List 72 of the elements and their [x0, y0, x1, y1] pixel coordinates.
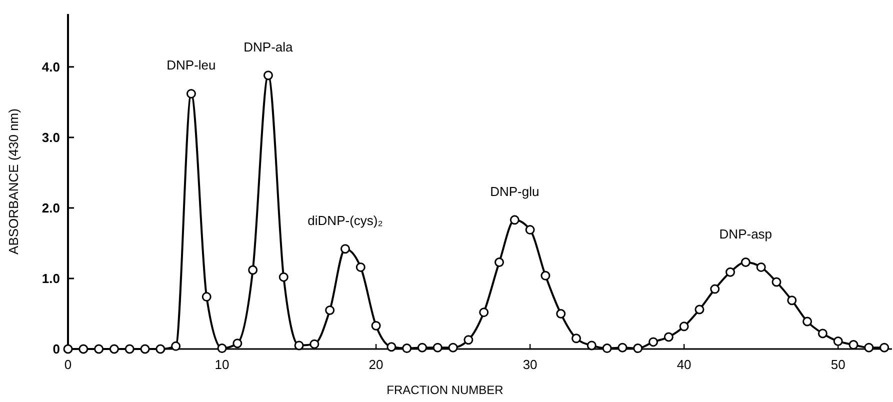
point — [525, 225, 535, 235]
point — [572, 334, 582, 344]
point — [109, 344, 119, 354]
point — [78, 344, 88, 354]
y-axis-title: ABSORBANCE (430 nm) — [6, 108, 21, 254]
x-tick-label: 20 — [368, 357, 384, 372]
point — [156, 344, 166, 354]
point — [787, 296, 797, 306]
point — [710, 284, 720, 294]
point — [556, 308, 566, 318]
x-tick-label: 10 — [214, 357, 230, 372]
point — [248, 265, 258, 275]
point — [171, 341, 181, 351]
point — [294, 340, 304, 350]
point — [848, 340, 858, 350]
point — [464, 335, 474, 345]
point — [586, 340, 596, 350]
x-axis-title: FRACTION NUMBER — [386, 383, 504, 397]
y-tick-label: 2.0 — [42, 200, 60, 216]
point — [494, 258, 504, 268]
point — [402, 344, 412, 354]
point — [864, 342, 874, 352]
y-tick-label: 3.0 — [42, 130, 60, 145]
point — [325, 305, 335, 315]
point — [124, 344, 134, 354]
point — [880, 342, 890, 352]
point — [140, 344, 150, 354]
point — [386, 342, 396, 352]
point — [202, 292, 212, 302]
x-tick-label: 40 — [676, 357, 692, 372]
point — [772, 277, 782, 287]
annotation: diDNP-(cys)₂ — [308, 212, 383, 228]
point — [479, 308, 489, 318]
y-tick-label: 0 — [52, 342, 60, 357]
point — [664, 332, 674, 342]
annotation: DNP-ala — [244, 39, 294, 54]
point — [648, 337, 658, 347]
point — [371, 320, 381, 330]
point — [417, 342, 427, 352]
point — [633, 344, 643, 354]
point — [602, 344, 612, 354]
point — [818, 328, 828, 338]
point — [310, 339, 320, 349]
point — [726, 267, 736, 277]
point — [510, 215, 520, 225]
point — [540, 270, 550, 280]
point — [756, 262, 766, 272]
point — [278, 272, 288, 282]
x-tick-label: 0 — [64, 357, 72, 372]
point — [618, 342, 628, 352]
point — [740, 258, 750, 268]
point — [356, 262, 366, 272]
annotation: DNP-leu — [166, 58, 216, 73]
point — [833, 336, 843, 346]
point — [802, 316, 812, 326]
point — [217, 344, 227, 354]
annotation: DNP-asp — [719, 226, 772, 242]
point — [94, 344, 104, 354]
point — [340, 244, 350, 254]
point — [448, 342, 458, 352]
point — [186, 88, 196, 98]
point — [432, 342, 442, 352]
x-tick-label: 30 — [522, 357, 538, 372]
point — [63, 344, 73, 354]
annotation: DNP-glu — [490, 184, 540, 199]
point — [263, 70, 273, 80]
point — [694, 304, 704, 314]
x-tick-label: 50 — [830, 357, 846, 372]
y-tick-label: 1.0 — [42, 271, 60, 286]
point — [679, 322, 689, 332]
y-tick-label: 4.0 — [42, 59, 60, 74]
point — [232, 338, 242, 348]
